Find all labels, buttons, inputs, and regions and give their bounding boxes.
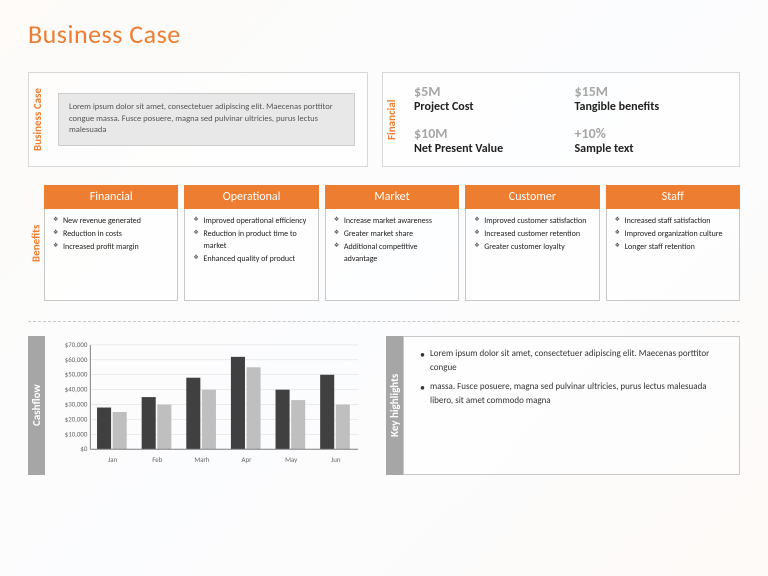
svg-text:Marh: Marh — [194, 455, 210, 464]
slide-content: Business Case Business Case Lorem ipsum … — [0, 0, 768, 487]
svg-text:$50,000: $50,000 — [65, 370, 88, 379]
cashflow-chart-wrap: $0 $10,000 $20,000 $30,000 $40,000 $50,000 $60… — [45, 336, 368, 475]
business-case-panel: Business Case Lorem ipsum dolor sit amet… — [28, 72, 368, 167]
divider — [28, 321, 740, 322]
cashflow-panel: Cashflow $0$10,000$20,000$30,000$40,000$… — [28, 336, 368, 475]
financial-cell: $5MProject Cost — [414, 79, 565, 119]
highlights-panel: Key highlights Lorem ipsum dolor sit ame… — [386, 336, 740, 475]
benefit-card-title: Staff — [606, 185, 740, 209]
svg-text:$10,000: $10,000 — [65, 429, 88, 438]
business-case-label: Business Case — [29, 73, 46, 166]
benefit-item: Longer staff retention — [615, 241, 731, 253]
benefit-item: Reduction in costs — [53, 228, 169, 240]
benefit-item: Improved organization culture — [615, 228, 731, 240]
highlights-list: Lorem ipsum dolor sit amet, consectetuer… — [418, 347, 725, 407]
benefit-item: Increase market awareness — [334, 215, 450, 227]
benefit-card: StaffIncreased staff satisfactionImprove… — [606, 185, 740, 301]
page-title: Business Case — [28, 18, 740, 50]
highlight-item: Lorem ipsum dolor sit amet, consectetuer… — [418, 347, 725, 374]
benefit-card-title: Market — [325, 185, 459, 209]
financial-metric: Project Cost — [414, 100, 565, 114]
svg-text:Apr: Apr — [242, 455, 253, 464]
highlights-label: Key highlights — [386, 336, 403, 475]
financial-value: $10M — [414, 125, 565, 142]
benefit-card-body: Improved operational efficiencyReduction… — [184, 209, 318, 301]
benefit-card-body: Increased staff satisfactionImproved org… — [606, 209, 740, 301]
svg-text:$20,000: $20,000 — [65, 414, 88, 423]
benefit-item: New revenue generated — [53, 215, 169, 227]
benefit-item: Additional competitive advantage — [334, 241, 450, 265]
benefit-item: Reduction in product time to market — [193, 228, 309, 252]
svg-text:Feb: Feb — [152, 455, 162, 464]
financial-label: Financial — [383, 73, 400, 166]
svg-text:May: May — [285, 455, 298, 464]
business-case-inner: Lorem ipsum dolor sit amet, consectetuer… — [46, 73, 367, 166]
financial-cell: $10MNet Present Value — [414, 121, 565, 161]
financial-metric: Net Present Value — [414, 142, 565, 156]
highlights-body: Lorem ipsum dolor sit amet, consectetuer… — [403, 336, 740, 475]
benefit-card: MarketIncrease market awarenessGreater m… — [325, 185, 459, 301]
benefit-item: Increased customer retention — [474, 228, 590, 240]
benefit-card-title: Financial — [44, 185, 178, 209]
benefit-card-body: New revenue generatedReduction in costsI… — [44, 209, 178, 301]
benefit-card: FinancialNew revenue generatedReduction … — [44, 185, 178, 301]
benefit-card-title: Operational — [184, 185, 318, 209]
financial-metric: Tangible benefits — [575, 100, 726, 114]
benefit-item: Increased profit margin — [53, 241, 169, 253]
benefit-card: CustomerImproved customer satisfactionIn… — [465, 185, 599, 301]
benefits-label: Benefits — [28, 185, 44, 301]
benefits-row: Benefits FinancialNew revenue generatedR… — [28, 185, 740, 301]
benefit-item: Increased staff satisfaction — [615, 215, 731, 227]
business-case-text: Lorem ipsum dolor sit amet, consectetuer… — [58, 93, 355, 147]
benefit-card-body: Improved customer satisfactionIncreased … — [465, 209, 599, 301]
cashflow-chart: $0 $10,000 $20,000 $30,000 $40,000 $50,000 $60… — [49, 338, 364, 468]
bottom-row: Cashflow $0$10,000$20,000$30,000$40,000$… — [28, 336, 740, 475]
svg-text:Jan: Jan — [108, 455, 117, 464]
highlight-item: massa. Fusce posuere, magna sed pulvinar… — [418, 380, 725, 407]
svg-text:$0: $0 — [80, 444, 87, 453]
benefit-item: Improved customer satisfaction — [474, 215, 590, 227]
top-row: Business Case Lorem ipsum dolor sit amet… — [28, 72, 740, 167]
svg-text:$40,000: $40,000 — [65, 385, 88, 394]
financial-metric: Sample text — [575, 142, 726, 156]
financial-grid: $5MProject Cost$15MTangible benefits$10M… — [400, 73, 739, 166]
benefits-cards: FinancialNew revenue generatedReduction … — [44, 185, 740, 301]
financial-value: +10% — [575, 125, 726, 142]
benefit-item: Enhanced quality of product — [193, 253, 309, 265]
financial-value: $5M — [414, 83, 565, 100]
svg-text:Jun: Jun — [331, 455, 341, 464]
benefit-card-body: Increase market awarenessGreater market … — [325, 209, 459, 301]
financial-cell: $15MTangible benefits — [575, 79, 726, 119]
benefit-card: OperationalImproved operational efficien… — [184, 185, 318, 301]
benefit-item: Improved operational efficiency — [193, 215, 309, 227]
financial-panel: Financial $5MProject Cost$15MTangible be… — [382, 72, 740, 167]
svg-text:$70,000: $70,000 — [65, 340, 88, 349]
benefit-card-title: Customer — [465, 185, 599, 209]
svg-text:$60,000: $60,000 — [65, 355, 88, 364]
financial-value: $15M — [575, 83, 726, 100]
cashflow-label: Cashflow — [28, 336, 45, 475]
svg-text:$30,000: $30,000 — [65, 400, 88, 409]
benefit-item: Greater market share — [334, 228, 450, 240]
financial-cell: +10%Sample text — [575, 121, 726, 161]
benefit-item: Greater customer loyalty — [474, 241, 590, 253]
